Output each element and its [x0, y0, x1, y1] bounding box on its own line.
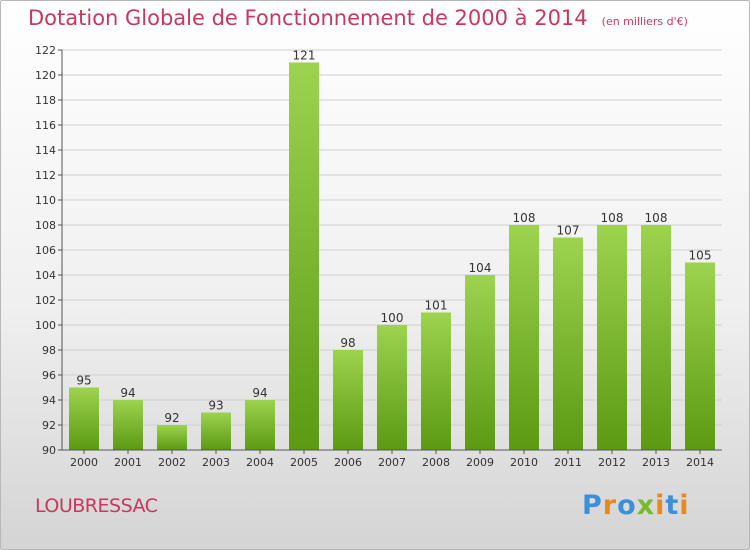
- y-tick-label: 112: [35, 169, 56, 182]
- logo-letter: x: [636, 490, 656, 521]
- bar-value-label: 101: [425, 299, 448, 313]
- bar-value-label: 94: [252, 386, 267, 400]
- bar-2006: [333, 350, 363, 450]
- bar-value-label: 108: [513, 211, 536, 225]
- bar-2013: [641, 225, 671, 450]
- y-tick-label: 114: [35, 144, 56, 157]
- logo-letter: P: [582, 490, 603, 521]
- y-tick-label: 118: [35, 94, 56, 107]
- x-tick-label: 2010: [510, 456, 538, 469]
- bar-2010: [509, 225, 539, 450]
- axes: 90 92 94 96 98 100 102 104 106 108 110 112 114 116 118…: [35, 44, 722, 469]
- chart-subtitle: (en milliers d'€): [601, 15, 688, 28]
- bar-2000: [69, 387, 99, 450]
- y-tick-label: 100: [35, 319, 56, 332]
- bar-2001: [113, 400, 143, 450]
- y-tick-label: 120: [35, 69, 56, 82]
- y-tick-label: 98: [42, 344, 56, 357]
- bar-2005: [289, 62, 319, 450]
- bar-value-label: 98: [340, 336, 355, 350]
- chart-title: Dotation Globale de Fonctionnement de 20…: [28, 6, 588, 30]
- y-tick-label: 108: [35, 219, 56, 232]
- x-tick-label: 2013: [642, 456, 670, 469]
- y-tick-label: 94: [42, 394, 56, 407]
- proxiti-logo: Proxiti: [582, 490, 690, 521]
- bar-2002: [157, 425, 187, 450]
- x-tick-label: 2012: [598, 456, 626, 469]
- y-tick-label: 106: [35, 244, 56, 257]
- x-tick-label: 2005: [290, 456, 318, 469]
- x-tick-label: 2003: [202, 456, 230, 469]
- x-tick-label: 2008: [422, 456, 450, 469]
- logo-letter: o: [617, 490, 637, 521]
- x-tick-label: 2007: [378, 456, 406, 469]
- y-tick-label: 90: [42, 444, 56, 457]
- bar-value-label: 121: [293, 49, 316, 63]
- x-tick-label: 2004: [246, 456, 274, 469]
- y-tick-label: 110: [35, 194, 56, 207]
- bar-2003: [201, 412, 231, 450]
- bar-2012: [597, 225, 627, 450]
- bar-2009: [465, 275, 495, 450]
- logo-letter: i: [679, 490, 690, 521]
- logo-letter: r: [602, 490, 618, 521]
- bars: 95 94 92 93 94 121 98 100 101 104 108 107 108 108 105: [69, 49, 715, 450]
- bar-2014: [685, 262, 715, 450]
- bar-2004: [245, 400, 275, 450]
- bar-value-label: 100: [381, 311, 404, 325]
- x-tick-label: 2009: [466, 456, 494, 469]
- logo-letter: i: [655, 490, 666, 521]
- bar-value-label: 92: [164, 411, 179, 425]
- chart-title-row: Dotation Globale de Fonctionnement de 20…: [28, 6, 688, 30]
- x-tick-label: 2001: [114, 456, 142, 469]
- x-tick-label: 2006: [334, 456, 362, 469]
- y-tick-label: 122: [35, 44, 56, 57]
- y-tick-label: 102: [35, 294, 56, 307]
- bar-2008: [421, 312, 451, 450]
- logo-letter: t: [665, 490, 680, 521]
- y-tick-label: 116: [35, 119, 56, 132]
- y-tick-label: 104: [35, 269, 56, 282]
- x-tick-label: 2002: [158, 456, 186, 469]
- bar-value-label: 107: [557, 224, 580, 238]
- bar-value-label: 104: [469, 261, 492, 275]
- bar-2011: [553, 237, 583, 450]
- bar-value-label: 94: [120, 386, 135, 400]
- x-tick-label: 2011: [554, 456, 582, 469]
- bar-value-label: 108: [601, 211, 624, 225]
- y-tick-label: 92: [42, 419, 56, 432]
- bar-value-label: 108: [645, 211, 668, 225]
- bar-value-label: 93: [208, 399, 223, 413]
- bar-value-label: 95: [76, 374, 91, 388]
- bar-2007: [377, 325, 407, 450]
- bar-value-label: 105: [689, 249, 712, 263]
- y-tick-label: 96: [42, 369, 56, 382]
- x-tick-label: 2000: [70, 456, 98, 469]
- x-tick-label: 2014: [686, 456, 714, 469]
- commune-name: LOUBRESSAC: [35, 495, 158, 517]
